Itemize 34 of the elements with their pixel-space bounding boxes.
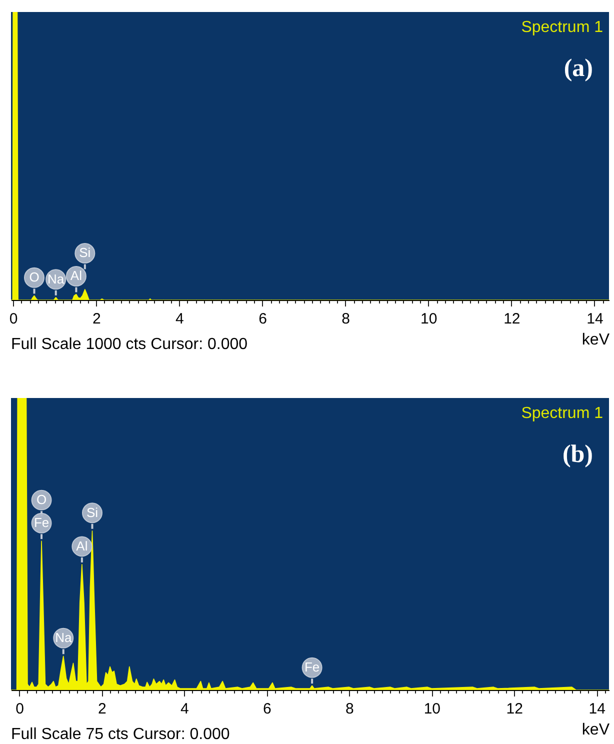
annotation: Fe — [34, 515, 50, 530]
annotation: O — [29, 270, 40, 285]
x-tick-label: 6 — [263, 700, 272, 718]
x-tick-label: 6 — [258, 310, 267, 328]
annotation: Si — [86, 504, 98, 520]
x-tick-label: 14 — [588, 700, 606, 718]
x-tick-label: 2 — [92, 310, 101, 328]
annotation: Spectrum 1 — [521, 19, 604, 36]
x-tick-label: 0 — [16, 700, 24, 718]
x-tick-label: 10 — [424, 700, 441, 718]
x-tick-label: 8 — [346, 700, 354, 718]
x-tick-label: 8 — [342, 310, 350, 328]
x-tick-label: 4 — [180, 700, 189, 718]
text: Full Scale 75 cts Cursor: 0.000 — [11, 726, 230, 743]
x-tick-label: 12 — [506, 700, 523, 718]
annotation: Al — [76, 538, 88, 554]
annotation: Fe — [304, 660, 320, 675]
annotation: O — [36, 492, 47, 508]
x-axis-title: keV — [582, 722, 610, 738]
x-axis-title: keV — [582, 332, 610, 348]
annotation: Al — [70, 268, 82, 284]
annotation: Na — [48, 271, 65, 286]
annotation: Spectrum 1 — [521, 405, 604, 422]
x-tick-label: 0 — [9, 310, 18, 328]
x-tick-label: 10 — [420, 310, 438, 328]
x-tick-label: 4 — [176, 310, 184, 328]
text: (b) — [562, 441, 593, 468]
text: (a) — [564, 55, 593, 82]
text: Full Scale 1000 cts Cursor: 0.000 — [11, 336, 248, 353]
x-tick-label: 14 — [586, 310, 604, 328]
annotation: Si — [79, 245, 91, 260]
annotation: Na — [55, 630, 72, 646]
x-tick-label: 2 — [98, 700, 106, 718]
x-tick-label: 12 — [504, 310, 520, 328]
